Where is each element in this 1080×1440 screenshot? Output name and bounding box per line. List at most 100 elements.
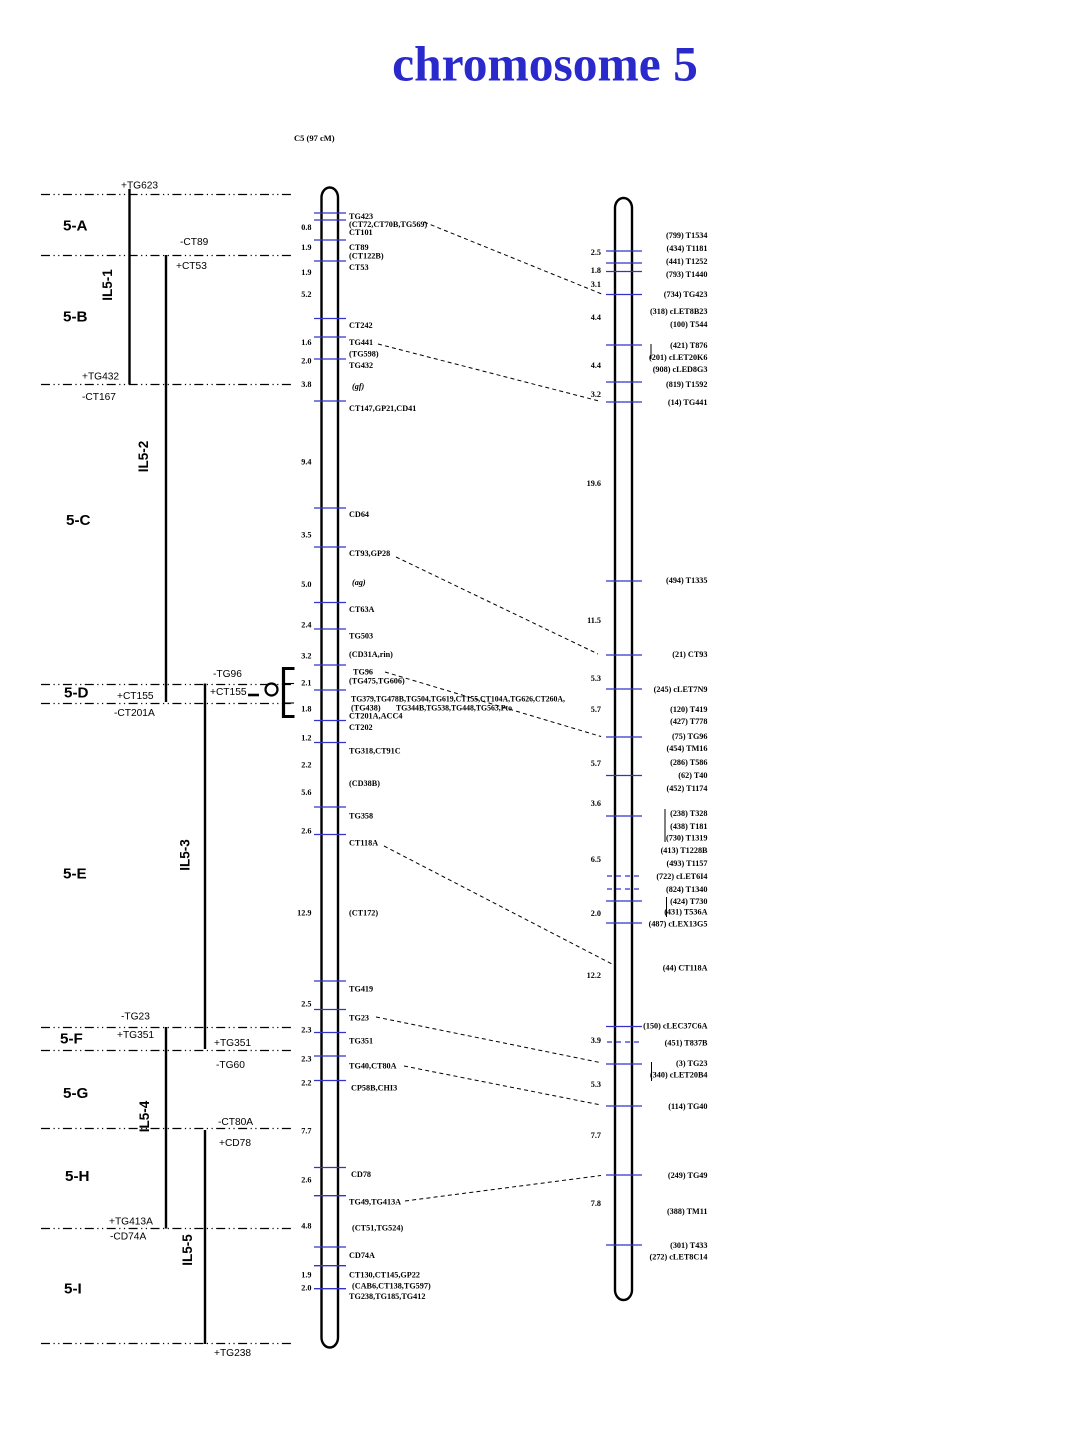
svg-text:1.2: 1.2 xyxy=(301,734,311,743)
svg-text:CT130,CT145,GP22: CT130,CT145,GP22 xyxy=(349,1271,420,1280)
svg-text:5-C: 5-C xyxy=(66,512,91,529)
svg-text:-CT80A: -CT80A xyxy=(218,1117,253,1128)
svg-text:(272) cLET8C14: (272) cLET8C14 xyxy=(650,1253,708,1262)
svg-text:+TG351: +TG351 xyxy=(214,1038,251,1049)
svg-text:chromosome 5: chromosome 5 xyxy=(392,37,698,92)
svg-text:(TG598): (TG598) xyxy=(349,350,379,359)
svg-text:5.0: 5.0 xyxy=(301,580,311,589)
svg-text:CT118A: CT118A xyxy=(349,839,378,848)
svg-text:(21) CT93: (21) CT93 xyxy=(672,650,707,659)
svg-text:+TG432: +TG432 xyxy=(82,372,119,383)
svg-text:7.8: 7.8 xyxy=(591,1199,601,1208)
svg-text:TG432: TG432 xyxy=(349,361,373,370)
svg-text:TG318,CT91C: TG318,CT91C xyxy=(349,747,401,756)
svg-text:(318) cLET8B23: (318) cLET8B23 xyxy=(650,307,708,316)
svg-text:(TG475,TG606): (TG475,TG606) xyxy=(349,677,405,686)
svg-text:2.0: 2.0 xyxy=(591,909,601,918)
svg-text:5-G: 5-G xyxy=(63,1085,88,1102)
svg-text:(427) T778: (427) T778 xyxy=(670,717,707,726)
svg-text:(249) TG49: (249) TG49 xyxy=(668,1171,708,1180)
svg-text:3.6: 3.6 xyxy=(591,799,601,808)
svg-text:IL5-5: IL5-5 xyxy=(180,1234,195,1266)
svg-text:CT53: CT53 xyxy=(349,263,369,272)
svg-text:(493) T1157: (493) T1157 xyxy=(666,859,707,868)
svg-text:3.5: 3.5 xyxy=(301,531,311,540)
svg-text:TG358: TG358 xyxy=(349,812,373,821)
svg-text:(819) T1592: (819) T1592 xyxy=(666,380,707,389)
svg-text:-TG96: -TG96 xyxy=(213,669,242,680)
svg-text:TG379,TG478B,TG504,TG619,CT155: TG379,TG478B,TG504,TG619,CT155,CT104A,TG… xyxy=(351,695,565,704)
svg-text:(734) TG423: (734) TG423 xyxy=(664,290,708,299)
svg-text:(245) cLET7N9: (245) cLET7N9 xyxy=(654,685,708,694)
svg-text:TG441: TG441 xyxy=(349,338,373,347)
svg-text:+CT155: +CT155 xyxy=(117,691,154,702)
svg-text:5-I: 5-I xyxy=(64,1281,82,1298)
svg-text:5.7: 5.7 xyxy=(591,705,601,714)
svg-text:TG423: TG423 xyxy=(349,212,373,221)
svg-text:5.2: 5.2 xyxy=(301,290,311,299)
svg-text:2.3: 2.3 xyxy=(301,1026,311,1035)
svg-text:3.9: 3.9 xyxy=(591,1036,601,1045)
svg-text:(431) T536A: (431) T536A xyxy=(664,908,707,917)
svg-text:2.5: 2.5 xyxy=(301,1000,311,1009)
svg-text:+TG238: +TG238 xyxy=(214,1348,251,1359)
svg-text:(438) T181: (438) T181 xyxy=(670,822,707,831)
svg-text:+TG351: +TG351 xyxy=(117,1030,154,1041)
svg-text:(CT51,TG524): (CT51,TG524) xyxy=(352,1224,403,1233)
svg-text:(799) T1534: (799) T1534 xyxy=(666,231,707,240)
svg-text:2.4: 2.4 xyxy=(301,621,311,630)
svg-text:IL5-3: IL5-3 xyxy=(178,839,193,871)
svg-text:5.7: 5.7 xyxy=(591,759,601,768)
svg-text:-TG23: -TG23 xyxy=(121,1012,150,1023)
svg-text:1.9: 1.9 xyxy=(301,243,311,252)
svg-text:3.1: 3.1 xyxy=(591,280,601,289)
svg-text:-CT201A: -CT201A xyxy=(114,708,155,719)
svg-text:1.8: 1.8 xyxy=(591,266,601,275)
svg-text:7.7: 7.7 xyxy=(591,1131,601,1140)
svg-text:(201) cLET20K6: (201) cLET20K6 xyxy=(649,353,707,362)
svg-text:5-D: 5-D xyxy=(64,685,89,702)
svg-text:(CD38B): (CD38B) xyxy=(349,779,380,788)
svg-text:(CT172): (CT172) xyxy=(349,909,378,918)
svg-text:19.6: 19.6 xyxy=(587,479,601,488)
svg-text:IL5-2: IL5-2 xyxy=(136,441,151,473)
svg-text:TG23: TG23 xyxy=(349,1014,369,1023)
svg-text:(ag): (ag) xyxy=(352,578,366,587)
svg-text:2.3: 2.3 xyxy=(301,1055,311,1064)
svg-text:-CD74A: -CD74A xyxy=(110,1232,146,1243)
svg-text:(301) T433: (301) T433 xyxy=(670,1241,707,1250)
svg-text:TG351: TG351 xyxy=(349,1037,373,1046)
svg-text:(421) T876: (421) T876 xyxy=(670,341,707,350)
svg-text:1.8: 1.8 xyxy=(301,705,311,714)
svg-text:5.3: 5.3 xyxy=(591,674,601,683)
svg-text:(44) CT118A: (44) CT118A xyxy=(663,964,708,973)
svg-text:2.0: 2.0 xyxy=(301,357,311,366)
svg-text:(388) TM11: (388) TM11 xyxy=(667,1207,708,1216)
svg-text:TG344B,TG538,TG448,TG563,Pto: TG344B,TG538,TG448,TG563,Pto xyxy=(396,704,512,713)
svg-text:12.2: 12.2 xyxy=(587,971,601,980)
svg-text:4.8: 4.8 xyxy=(301,1222,311,1231)
svg-text:(424) T730: (424) T730 xyxy=(670,897,707,906)
svg-text:(286) T586: (286) T586 xyxy=(670,758,707,767)
svg-text:+CT53: +CT53 xyxy=(176,261,207,272)
svg-text:CP58B,CHI3: CP58B,CHI3 xyxy=(351,1084,397,1093)
svg-text:(434) T1181: (434) T1181 xyxy=(666,244,707,253)
svg-text:(100) T544: (100) T544 xyxy=(670,320,707,329)
svg-text:(487) cLEX13G5: (487) cLEX13G5 xyxy=(649,920,708,929)
svg-text:(340) cLET20B4: (340) cLET20B4 xyxy=(650,1071,708,1080)
svg-text:(452) T1174: (452) T1174 xyxy=(666,784,707,793)
svg-text:+CT155: +CT155 xyxy=(210,687,247,698)
svg-text:CD64: CD64 xyxy=(349,510,369,519)
svg-text:(793) T1440: (793) T1440 xyxy=(666,270,707,279)
svg-text:IL5-1: IL5-1 xyxy=(100,269,115,301)
svg-text:(238) T328: (238) T328 xyxy=(670,809,707,818)
svg-text:(62) T40: (62) T40 xyxy=(678,771,707,780)
svg-text:TG40,CT80A: TG40,CT80A xyxy=(349,1062,397,1071)
svg-text:TG238,TG185,TG412: TG238,TG185,TG412 xyxy=(349,1292,425,1301)
svg-text:+TG413A: +TG413A xyxy=(109,1217,153,1228)
svg-text:(454) TM16: (454) TM16 xyxy=(666,744,707,753)
svg-text:3.8: 3.8 xyxy=(301,380,311,389)
svg-text:(CT122B): (CT122B) xyxy=(349,252,384,261)
svg-text:(413) T1228B: (413) T1228B xyxy=(661,846,708,855)
svg-text:CT242: CT242 xyxy=(349,321,373,330)
